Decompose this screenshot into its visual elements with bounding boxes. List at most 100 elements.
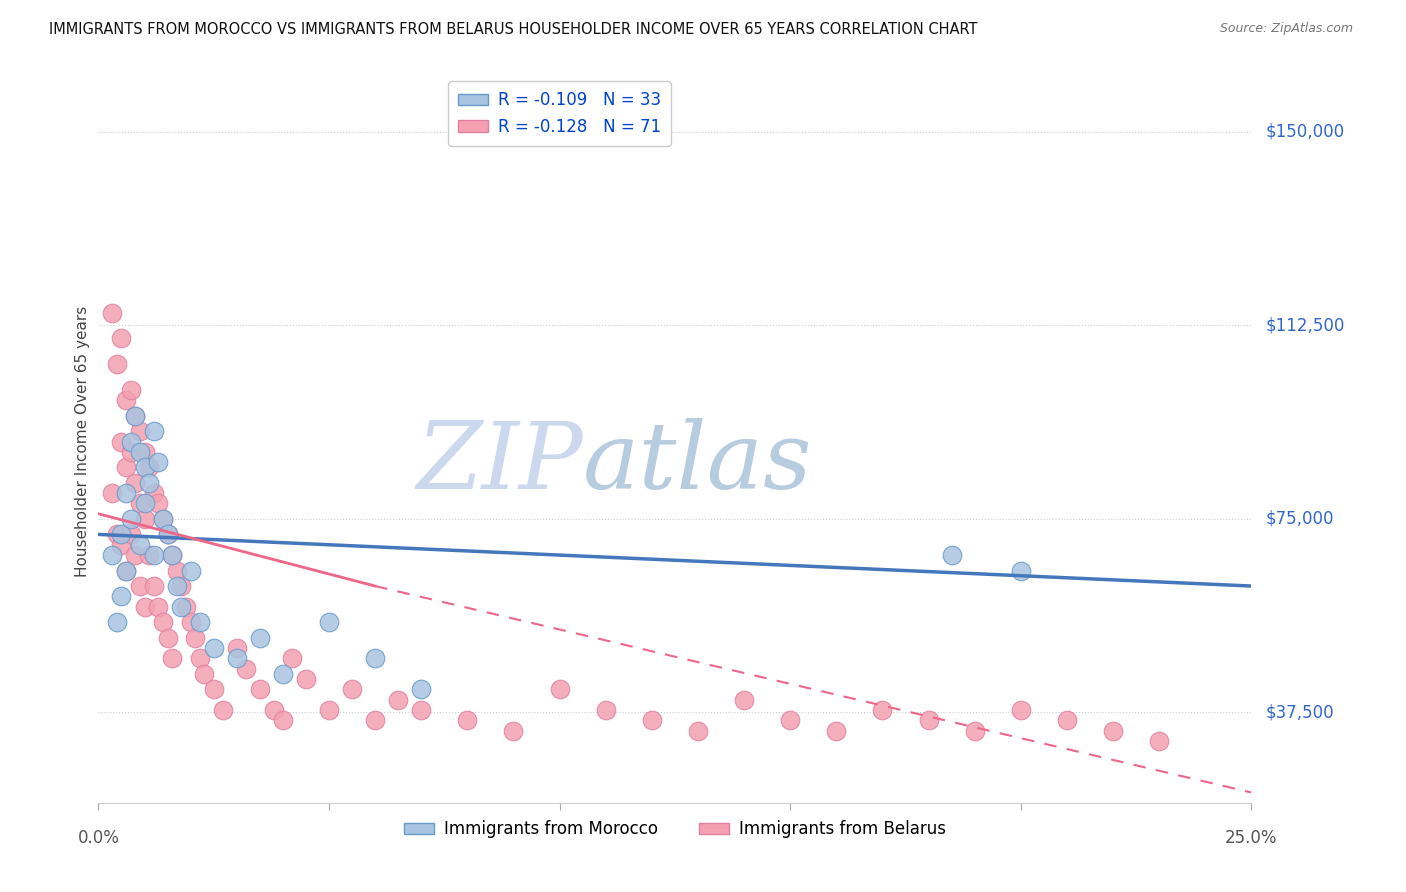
Point bbox=[124, 475, 146, 490]
Text: 25.0%: 25.0% bbox=[1225, 829, 1278, 847]
Point bbox=[271, 713, 294, 727]
Text: 0.0%: 0.0% bbox=[77, 829, 120, 847]
Point bbox=[180, 615, 202, 630]
Point bbox=[548, 682, 571, 697]
Point bbox=[170, 599, 193, 614]
Text: $112,500: $112,500 bbox=[1265, 317, 1344, 334]
Point bbox=[411, 682, 433, 697]
Point bbox=[115, 564, 138, 578]
Point bbox=[364, 651, 387, 665]
Point bbox=[105, 357, 128, 371]
Point bbox=[225, 640, 247, 655]
Point bbox=[170, 579, 193, 593]
Point bbox=[134, 599, 156, 614]
Legend: Immigrants from Morocco, Immigrants from Belarus: Immigrants from Morocco, Immigrants from… bbox=[396, 814, 953, 845]
Point bbox=[1102, 723, 1125, 738]
Point bbox=[160, 651, 183, 665]
Point bbox=[134, 460, 156, 475]
Point bbox=[180, 564, 202, 578]
Point bbox=[1147, 734, 1170, 748]
Point bbox=[115, 486, 138, 500]
Point bbox=[110, 331, 132, 345]
Point bbox=[115, 393, 138, 408]
Point bbox=[1010, 703, 1032, 717]
Point bbox=[134, 445, 156, 459]
Point bbox=[502, 723, 524, 738]
Point bbox=[225, 651, 247, 665]
Point bbox=[825, 723, 848, 738]
Point bbox=[249, 631, 271, 645]
Point bbox=[152, 512, 174, 526]
Point bbox=[917, 713, 939, 727]
Point bbox=[188, 615, 211, 630]
Point bbox=[174, 599, 197, 614]
Point bbox=[138, 460, 160, 475]
Point bbox=[124, 548, 146, 562]
Point bbox=[134, 512, 156, 526]
Text: atlas: atlas bbox=[582, 418, 813, 508]
Point bbox=[101, 305, 124, 319]
Point bbox=[963, 723, 986, 738]
Text: ZIP: ZIP bbox=[416, 418, 582, 508]
Point bbox=[148, 496, 170, 510]
Point bbox=[202, 640, 225, 655]
Point bbox=[733, 692, 755, 706]
Y-axis label: Householder Income Over 65 years: Householder Income Over 65 years bbox=[75, 306, 90, 577]
Point bbox=[318, 615, 340, 630]
Point bbox=[193, 666, 215, 681]
Point bbox=[138, 475, 160, 490]
Point bbox=[212, 703, 235, 717]
Point bbox=[456, 713, 478, 727]
Point bbox=[129, 445, 152, 459]
Point bbox=[134, 496, 156, 510]
Point bbox=[156, 631, 179, 645]
Point bbox=[340, 682, 363, 697]
Point bbox=[166, 564, 188, 578]
Point bbox=[235, 662, 257, 676]
Point bbox=[318, 703, 340, 717]
Point bbox=[120, 434, 142, 449]
Point bbox=[271, 666, 294, 681]
Point bbox=[281, 651, 304, 665]
Point bbox=[872, 703, 894, 717]
Point bbox=[686, 723, 709, 738]
Point bbox=[411, 703, 433, 717]
Text: $37,500: $37,500 bbox=[1265, 704, 1334, 722]
Point bbox=[142, 548, 165, 562]
Point bbox=[166, 579, 188, 593]
Point bbox=[101, 486, 124, 500]
Point bbox=[1010, 564, 1032, 578]
Point bbox=[115, 564, 138, 578]
Text: $75,000: $75,000 bbox=[1265, 510, 1334, 528]
Point bbox=[110, 538, 132, 552]
Point bbox=[160, 548, 183, 562]
Point bbox=[152, 512, 174, 526]
Point bbox=[129, 538, 152, 552]
Point bbox=[110, 434, 132, 449]
Point bbox=[364, 713, 387, 727]
Text: $150,000: $150,000 bbox=[1265, 123, 1344, 141]
Point bbox=[105, 527, 128, 541]
Point bbox=[148, 599, 170, 614]
Point bbox=[105, 615, 128, 630]
Point bbox=[142, 579, 165, 593]
Text: Source: ZipAtlas.com: Source: ZipAtlas.com bbox=[1219, 22, 1353, 36]
Point bbox=[249, 682, 271, 697]
Point bbox=[160, 548, 183, 562]
Point bbox=[110, 527, 132, 541]
Point bbox=[101, 548, 124, 562]
Point bbox=[1056, 713, 1078, 727]
Point bbox=[156, 527, 179, 541]
Point bbox=[148, 455, 170, 469]
Point bbox=[129, 496, 152, 510]
Point bbox=[120, 527, 142, 541]
Point bbox=[295, 672, 318, 686]
Point bbox=[142, 424, 165, 438]
Point bbox=[595, 703, 617, 717]
Point bbox=[129, 424, 152, 438]
Point bbox=[120, 445, 142, 459]
Point bbox=[387, 692, 409, 706]
Point bbox=[941, 548, 963, 562]
Text: IMMIGRANTS FROM MOROCCO VS IMMIGRANTS FROM BELARUS HOUSEHOLDER INCOME OVER 65 YE: IMMIGRANTS FROM MOROCCO VS IMMIGRANTS FR… bbox=[49, 22, 977, 37]
Point bbox=[152, 615, 174, 630]
